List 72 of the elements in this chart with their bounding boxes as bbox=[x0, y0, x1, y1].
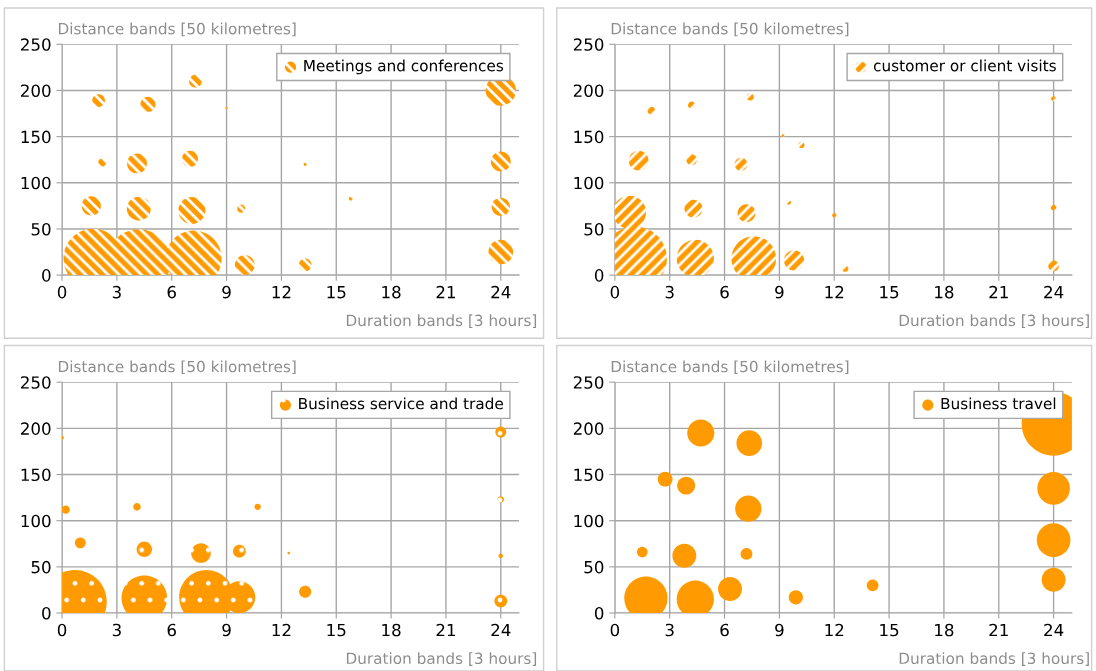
x-tick-label: 0 bbox=[610, 623, 620, 637]
x-tick-label: 0 bbox=[610, 285, 620, 299]
x-tick-label: 6 bbox=[167, 623, 176, 637]
y-tick-label: 250 bbox=[573, 376, 604, 389]
x-tick-label: 18 bbox=[935, 285, 954, 299]
x-tick-label: 3 bbox=[665, 285, 674, 299]
y-axis-title: Distance bands [50 kilometres] bbox=[611, 360, 849, 375]
x-tick-label: 0 bbox=[57, 623, 67, 637]
y-axis-title: Distance bands [50 kilometres] bbox=[611, 22, 849, 37]
x-tick-label: 15 bbox=[880, 286, 899, 299]
y-tick-label: 200 bbox=[573, 422, 604, 435]
y-tick-label: 200 bbox=[21, 84, 51, 98]
x-tick-label: 9 bbox=[222, 623, 231, 637]
x-tick-label: 24 bbox=[491, 623, 511, 637]
x-tick-label: 6 bbox=[720, 285, 729, 299]
y-tick-label: 0 bbox=[594, 269, 604, 282]
x-tick-label: 12 bbox=[825, 623, 844, 637]
y-tick-label: 50 bbox=[31, 560, 51, 574]
x-axis-title: Duration bands [3 hours] bbox=[346, 314, 537, 328]
x-tick-label: 21 bbox=[436, 623, 456, 637]
x-tick-label: 18 bbox=[382, 285, 401, 299]
y-tick-label: 50 bbox=[31, 222, 51, 236]
y-tick-label: 250 bbox=[573, 38, 604, 51]
x-tick-label: 24 bbox=[1044, 623, 1064, 637]
x-tick-label: 12 bbox=[272, 285, 291, 299]
y-tick-label: 0 bbox=[42, 606, 51, 620]
y-tick-label: 0 bbox=[42, 269, 51, 282]
x-tick-label: 0 bbox=[57, 285, 67, 299]
y-axis-title: Distance bands [50 kilometres] bbox=[58, 360, 296, 375]
x-tick-label: 6 bbox=[720, 623, 729, 637]
y-tick-label: 100 bbox=[21, 176, 51, 190]
x-tick-label: 9 bbox=[775, 285, 784, 299]
y-tick-label: 200 bbox=[573, 84, 604, 98]
legend-label: customer or client visits bbox=[873, 59, 1056, 72]
x-tick-label: 15 bbox=[327, 286, 346, 299]
x-tick-label: 3 bbox=[112, 623, 121, 637]
y-tick-label: 0 bbox=[594, 606, 604, 620]
legend-label: Business travel bbox=[941, 397, 1056, 410]
x-tick-label: 15 bbox=[880, 623, 899, 637]
y-tick-label: 100 bbox=[21, 514, 51, 528]
y-tick-label: 100 bbox=[574, 176, 604, 190]
x-tick-label: 24 bbox=[491, 285, 511, 299]
legend-label: Meetings and conferences bbox=[304, 59, 504, 75]
y-axis-title: Distance bands [50 kilometres] bbox=[58, 22, 296, 37]
x-tick-label: 3 bbox=[665, 623, 674, 637]
y-tick-label: 50 bbox=[584, 560, 604, 574]
y-tick-label: 150 bbox=[574, 130, 604, 144]
y-tick-label: 250 bbox=[21, 376, 51, 389]
x-tick-label: 15 bbox=[327, 623, 346, 637]
x-tick-label: 3 bbox=[112, 285, 121, 299]
legend-label: Business service and trade bbox=[299, 397, 503, 410]
y-tick-label: 200 bbox=[21, 422, 51, 435]
y-tick-label: 250 bbox=[21, 38, 51, 51]
x-tick-label: 12 bbox=[825, 285, 844, 299]
y-tick-label: 100 bbox=[574, 514, 604, 528]
x-axis-title: Duration bands [3 hours] bbox=[899, 314, 1089, 328]
x-tick-label: 18 bbox=[935, 623, 954, 637]
x-tick-label: 18 bbox=[382, 623, 401, 637]
x-tick-label: 21 bbox=[989, 285, 1008, 299]
x-tick-label: 21 bbox=[436, 285, 456, 299]
x-tick-label: 21 bbox=[989, 623, 1008, 637]
x-tick-label: 9 bbox=[775, 623, 784, 637]
x-tick-label: 12 bbox=[272, 623, 291, 637]
x-axis-title: Duration bands [3 hours] bbox=[899, 652, 1089, 666]
y-tick-label: 50 bbox=[584, 222, 604, 236]
y-tick-label: 150 bbox=[21, 468, 51, 482]
y-tick-label: 150 bbox=[574, 468, 604, 482]
x-axis-title: Duration bands [3 hours] bbox=[346, 652, 537, 666]
y-tick-label: 150 bbox=[21, 130, 51, 144]
x-tick-label: 6 bbox=[167, 285, 176, 299]
x-tick-label: 9 bbox=[222, 285, 231, 299]
x-tick-label: 24 bbox=[1044, 285, 1064, 299]
